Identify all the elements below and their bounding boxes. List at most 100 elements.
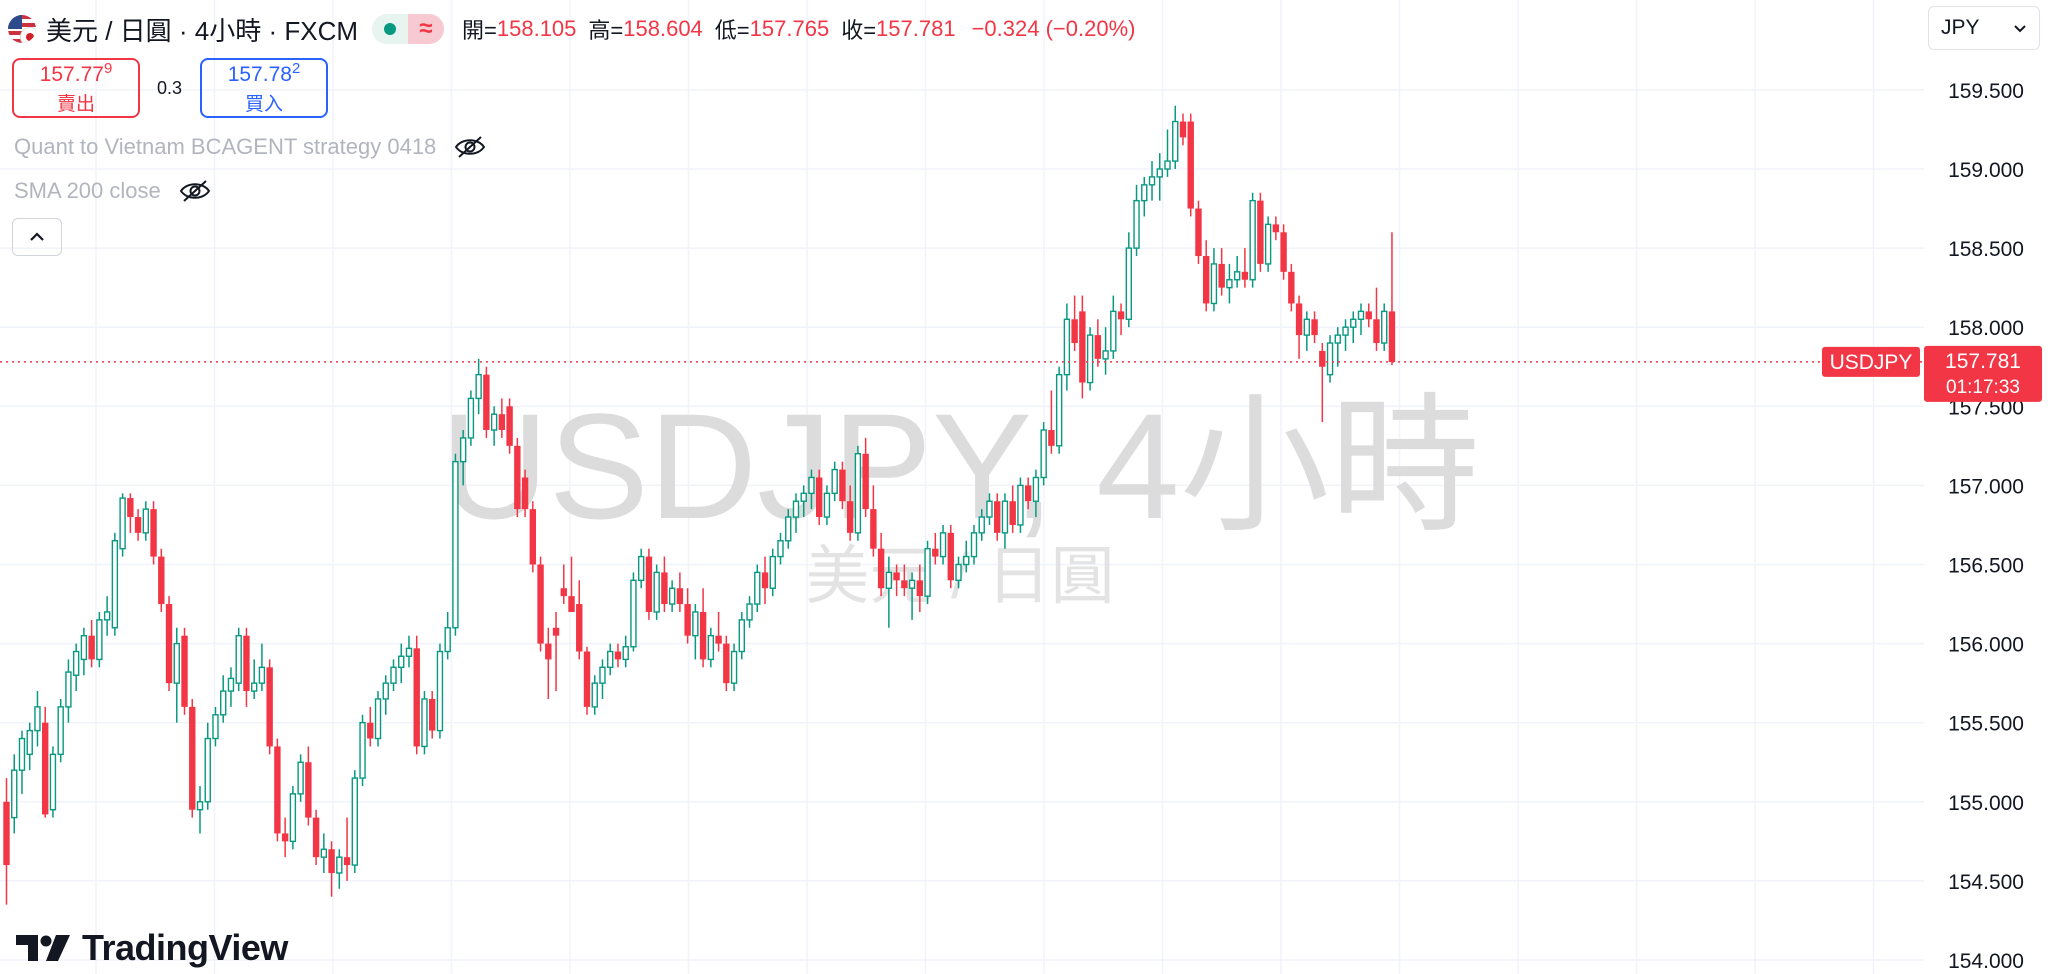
candle-body [72,650,80,676]
tradingview-logo[interactable]: TradingView [16,927,288,968]
indicator-sma-label[interactable]: SMA 200 close [14,178,161,203]
low-value: 157.765 [749,16,830,41]
candle-body [196,801,204,811]
candle-body [34,706,41,732]
candle-body [1226,279,1233,289]
candle-body [506,406,513,446]
price-axis[interactable]: 154.000 154.500 155.000 155.500 156.000 156.5… [1948,80,2024,973]
candle-down [281,817,289,858]
change-value: −0.324 (−0.20%) [971,16,1136,41]
candle-body [986,500,993,518]
indicator-strategy[interactable]: Quant to Vietnam BCAGENT strategy 0418 [14,134,486,160]
candle-body [1210,263,1218,305]
candle-body [699,611,707,660]
candle-body [49,753,57,811]
candle-up [939,524,947,565]
candle-body [467,397,475,439]
buy-button[interactable]: 157.782 買入 [200,58,328,118]
candle-down [699,588,707,668]
candle-down [916,564,924,612]
candle-body [119,497,126,550]
candle-down [552,611,560,692]
candle-body [676,588,684,605]
candle-down [413,635,420,755]
candle-up [777,532,784,565]
candle-down [614,643,622,668]
candle-up [351,770,358,873]
indicator-sma[interactable]: SMA 200 close [14,178,211,204]
indicator-strategy-label[interactable]: Quant to Vietnam BCAGENT strategy 0418 [14,134,437,159]
candle-up [885,556,893,628]
candle-down [266,659,273,755]
market-status[interactable]: ≈ [372,14,445,44]
collapse-legend-button[interactable] [12,218,62,256]
candle-body [978,516,985,534]
candle-body [281,833,289,842]
candle-body [111,540,119,629]
candle-body [328,849,335,873]
candle-up [336,849,343,889]
sell-button[interactable]: 157.779 賣出 [12,58,140,118]
candle-body [1272,224,1280,233]
candle-up [96,611,103,668]
candle-body [11,769,18,819]
candle-body [150,509,157,557]
candle-up [72,643,80,692]
market-open-icon[interactable] [372,14,409,44]
candle-body [134,517,142,533]
candle-body [839,469,846,502]
currency-select[interactable]: JPY [1928,6,2040,50]
candle-up [1110,295,1117,359]
candle-down [684,588,691,644]
price-axis-tick-label: 156.500 [1948,555,2024,578]
candle-up [1326,335,1334,383]
candle-body [1117,311,1125,320]
candle-up [924,540,931,605]
candle-body [398,655,405,669]
candle-body [537,564,544,644]
candle-down [506,398,513,454]
candle-body [103,611,111,621]
candle-body [1048,430,1055,446]
candle-body [390,666,397,684]
candle-body [1017,484,1024,526]
candle-body [1063,318,1071,376]
candle-down [877,532,885,597]
symbol-legend: 美元 / 日圓 · 4小時 · FXCM ≈ 開= 158.105 高= 158… [8,12,1135,46]
current-price-tag: USDJPY 157.781 01:17:33 [1822,345,2042,402]
candle-body [754,571,761,605]
candle-up [978,509,985,541]
candle-body [343,857,351,866]
candle-body [521,477,529,510]
close-label: 收= [841,18,877,43]
candle-body [916,580,924,597]
candle-body [374,698,382,740]
candle-body [947,532,954,581]
candle-body [274,746,281,834]
candle-body [1195,208,1202,257]
candle-body [1094,335,1102,359]
candle-body [65,671,72,708]
candle-down [761,556,769,605]
data-delayed-icon[interactable]: ≈ [408,14,445,44]
candle-up [111,532,119,636]
candle-body [1156,168,1163,178]
candle-up [320,833,328,873]
candle-down [560,564,567,605]
symbol-title[interactable]: 美元 / 日圓 · 4小時 · FXCM [46,15,359,46]
candle-body [483,374,490,431]
eye-off-icon[interactable] [179,179,211,203]
candle-body [1388,311,1396,363]
candle-body [42,722,49,815]
candle-body [599,666,606,684]
eye-off-icon[interactable] [454,135,486,159]
candle-up [754,564,761,612]
candle-down [846,485,854,541]
candle-up [382,675,389,715]
candle-up [1086,327,1094,391]
candle-up [374,691,382,747]
candle-up [1032,469,1040,518]
candle-up [398,643,405,684]
candle-up [1133,184,1140,257]
